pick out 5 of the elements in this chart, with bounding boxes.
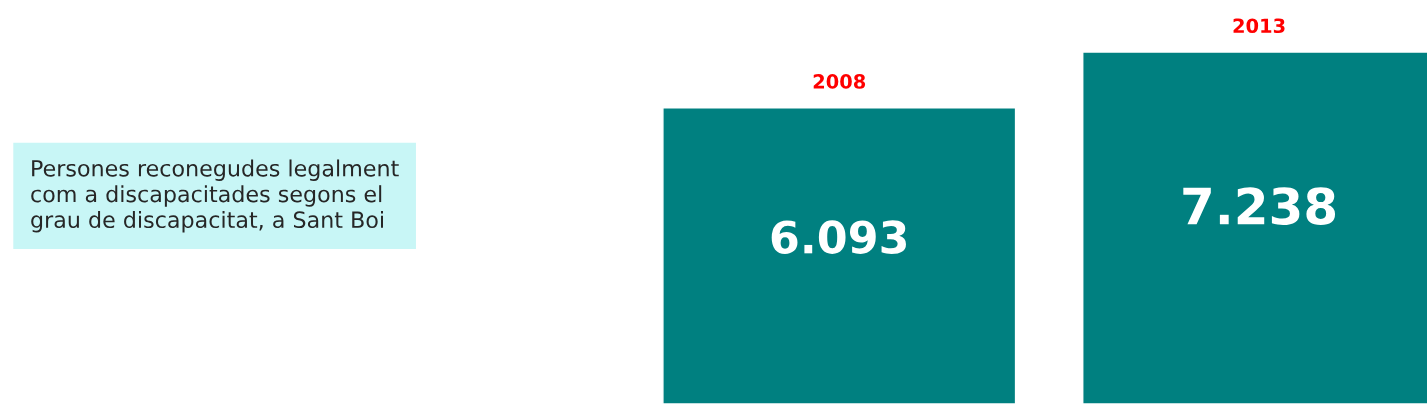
- data-label: 6.093: [771, 220, 906, 254]
- x-tick-label: 2013: [1233, 18, 1285, 34]
- x-tick-label: 2008: [813, 74, 866, 89]
- data-label: 7.238: [1183, 187, 1336, 225]
- text: Persones reconegudes legalment com a discapacitades segons el grau de discapacitat, a Sant Boi: [31, 159, 399, 233]
